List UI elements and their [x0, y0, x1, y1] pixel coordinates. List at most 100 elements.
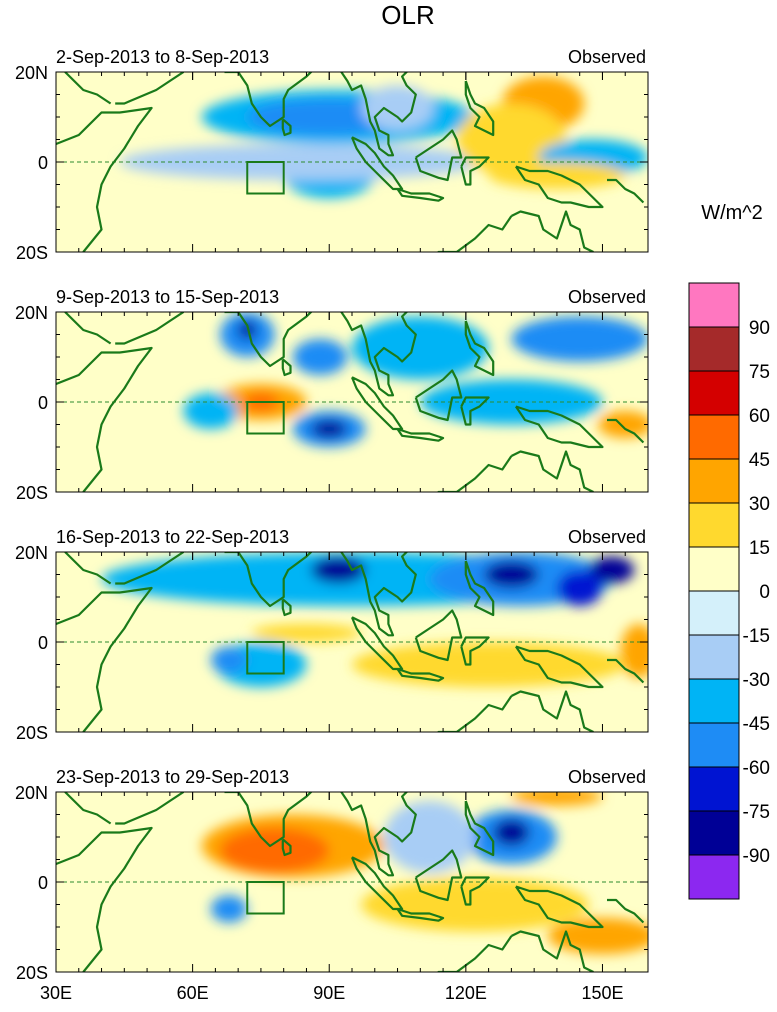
- coastline: [465, 312, 468, 313]
- colorbar-label: 90: [749, 318, 770, 339]
- y-tick-label: 20N: [15, 303, 48, 323]
- anomaly-cell: [352, 316, 489, 380]
- colorbar-label: 45: [749, 450, 770, 471]
- colorbar-label: -45: [743, 714, 770, 735]
- colorbar-swatch: [688, 634, 740, 680]
- anomaly-cell: [251, 624, 362, 642]
- anomaly-cell: [511, 316, 648, 362]
- coastline: [56, 346, 153, 492]
- reference-box: [246, 641, 285, 675]
- anomaly-cell: [484, 561, 539, 588]
- colorbar-swatch: [688, 458, 740, 504]
- coastline: [464, 800, 495, 857]
- colorbar-swatch: [688, 502, 740, 548]
- y-tick-label: 0: [38, 873, 48, 893]
- coastline: [464, 560, 495, 617]
- coastlines: [56, 312, 645, 492]
- x-tick-label: 150E: [581, 983, 623, 1003]
- anomaly-cell: [210, 895, 248, 923]
- coastline: [607, 898, 645, 924]
- coastline: [460, 636, 490, 666]
- colorbar-swatch: [688, 766, 740, 812]
- colorbar-label: 75: [749, 362, 770, 383]
- panel-date-label: 23-Sep-2013 to 29-Sep-2013: [56, 767, 289, 787]
- coastline: [414, 849, 463, 902]
- anomaly-cell: [292, 339, 348, 375]
- panel-date-label: 9-Sep-2013 to 15-Sep-2013: [56, 287, 279, 307]
- panel-plot-area: [56, 792, 648, 972]
- coastline: [464, 320, 495, 377]
- anomaly-cell: [493, 819, 530, 846]
- y-tick-label: 0: [38, 153, 48, 173]
- panel-source-label: Observed: [568, 47, 646, 67]
- coastline: [465, 72, 468, 73]
- panel-ticks: [55, 792, 648, 972]
- coastline: [437, 455, 513, 492]
- coastline: [340, 312, 417, 397]
- coastline: [64, 72, 112, 105]
- colorbar-swatch: [688, 722, 740, 768]
- colorbar-swatch: [688, 854, 740, 900]
- colorbar-label: 30: [749, 494, 770, 515]
- coastline: [414, 129, 463, 182]
- panel-date-label: 2-Sep-2013 to 8-Sep-2013: [56, 47, 269, 67]
- coastline: [64, 312, 112, 345]
- colorbar-swatch: [688, 678, 740, 724]
- coastline: [340, 552, 417, 637]
- coastline: [514, 165, 604, 209]
- panel-plot-area: [56, 552, 648, 732]
- coastline: [350, 856, 404, 911]
- coastline: [465, 552, 468, 553]
- y-tick-label: 0: [38, 393, 48, 413]
- coastline: [396, 907, 445, 922]
- anomaly-cell: [588, 556, 635, 584]
- panel-4: 20N 0 20S 23-Sep-2013 to 29-Sep-2013 Observe…: [15, 767, 649, 983]
- reference-box: [246, 161, 285, 195]
- anomaly-cell: [383, 801, 475, 873]
- coastline: [224, 312, 313, 368]
- panel-ticks: [55, 72, 648, 252]
- panel-ticks: [55, 552, 648, 732]
- coastline: [350, 616, 404, 671]
- coastline: [115, 792, 185, 825]
- coastline: [437, 935, 513, 972]
- reference-box: [246, 401, 285, 435]
- colorbar-label: 15: [749, 538, 770, 559]
- coastline: [396, 427, 445, 442]
- panel-2: 20N 0 20S 9-Sep-2013 to 15-Sep-2013 Observed: [15, 287, 649, 503]
- coastline: [607, 418, 645, 444]
- panel-1: 20N 0 20S 2-Sep-2013 to 8-Sep-2013 Observed: [15, 47, 649, 263]
- anomaly-cell: [311, 556, 366, 584]
- y-tick-label: 0: [38, 633, 48, 653]
- colorbar-label: -75: [743, 802, 770, 823]
- y-tick-label: 20N: [15, 783, 48, 803]
- coastline: [460, 876, 490, 906]
- coastline: [437, 215, 513, 252]
- anomaly-cell: [352, 642, 626, 687]
- coastline: [510, 690, 594, 732]
- y-tick-label: 20S: [16, 963, 48, 983]
- coastline: [460, 396, 490, 426]
- colorbar-label: 0: [759, 582, 770, 603]
- anomaly-cell: [183, 393, 239, 429]
- anomaly-cell: [210, 646, 248, 674]
- panel-ticks: [55, 312, 648, 492]
- coastline: [224, 552, 313, 608]
- coastline: [414, 609, 463, 662]
- colorbar-swatch: [688, 282, 740, 328]
- y-tick-label: 20S: [16, 723, 48, 743]
- panel-source-label: Observed: [568, 527, 646, 547]
- colorbar-swatch: [688, 810, 740, 856]
- colorbar-units: W/m^2: [701, 202, 763, 224]
- anomaly-cell: [361, 877, 589, 932]
- coastline: [281, 358, 292, 377]
- coastline: [224, 792, 313, 848]
- coastline: [510, 210, 594, 252]
- coastline: [281, 838, 292, 857]
- colorbar-label: 60: [749, 406, 770, 427]
- panel-source-label: Observed: [568, 287, 646, 307]
- colorbar-label: -30: [743, 670, 770, 691]
- colorbar-swatch: [688, 370, 740, 416]
- colorbar-label: -15: [743, 626, 770, 647]
